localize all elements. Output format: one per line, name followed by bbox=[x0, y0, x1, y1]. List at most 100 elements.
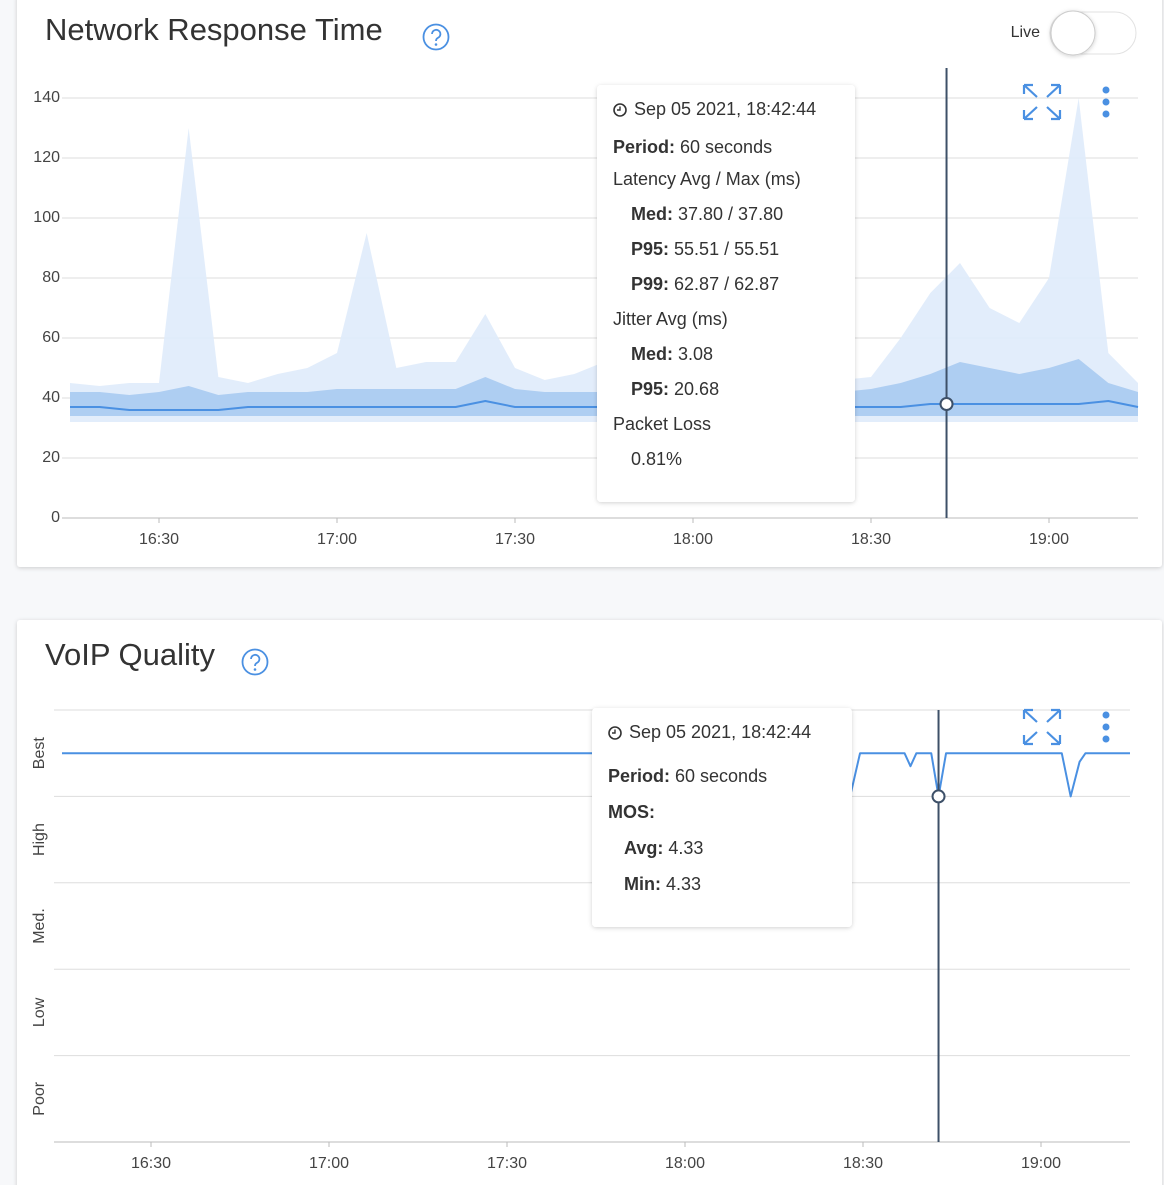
clock-hands bbox=[617, 106, 621, 111]
tooltip-item: 0.81% bbox=[631, 449, 682, 469]
menu-button[interactable] bbox=[1102, 86, 1110, 118]
band-area bbox=[70, 359, 1138, 416]
tooltip-box bbox=[597, 85, 855, 502]
clock-icon bbox=[613, 103, 627, 117]
x-tick-label: 17:30 bbox=[495, 531, 535, 548]
item-value: 37.80 / 37.80 bbox=[678, 204, 783, 224]
tooltip-group-title: Jitter Avg (ms) bbox=[613, 309, 728, 329]
expand-arrow bbox=[1046, 731, 1062, 746]
y-category-label: Best bbox=[31, 737, 48, 770]
item-value: 0.81% bbox=[631, 449, 682, 469]
expand-button[interactable] bbox=[1022, 83, 1062, 121]
tooltip-box bbox=[592, 708, 852, 927]
period-label: Period: bbox=[608, 766, 670, 786]
item-label: Med: bbox=[631, 344, 673, 364]
expand-arrow bbox=[1022, 83, 1038, 98]
tooltip-period: Period: 60 seconds bbox=[613, 137, 772, 157]
menu-dot bbox=[1102, 735, 1110, 743]
x-tick-label: 18:30 bbox=[851, 531, 891, 548]
period-label: Period: bbox=[613, 137, 675, 157]
expand-arrow bbox=[1022, 708, 1038, 723]
tooltip-time: Sep 05 2021, 18:42:44 bbox=[629, 722, 811, 742]
y-tick-label: 60 bbox=[42, 329, 60, 346]
item-label: Avg: bbox=[624, 838, 663, 858]
help-dot bbox=[253, 668, 257, 671]
help-glyph bbox=[250, 653, 261, 667]
period-value: 60 seconds bbox=[680, 137, 772, 157]
y-category-label: Med. bbox=[31, 908, 48, 944]
item-label: P95: bbox=[631, 239, 669, 259]
tooltip-time: Sep 05 2021, 18:42:44 bbox=[634, 99, 816, 119]
item-value: 3.08 bbox=[678, 344, 713, 364]
item-label: P99: bbox=[631, 274, 669, 294]
item-value: 20.68 bbox=[674, 379, 719, 399]
item-label: Med: bbox=[631, 204, 673, 224]
menu-dot bbox=[1102, 711, 1110, 719]
item-value: 62.87 / 62.87 bbox=[674, 274, 779, 294]
y-tick-label: 140 bbox=[33, 89, 60, 106]
tooltip-item: P95: 20.68 bbox=[631, 379, 719, 399]
y-category-label: High bbox=[31, 823, 48, 856]
tooltip-group-title: Latency Avg / Max (ms) bbox=[613, 169, 801, 189]
expand-button[interactable] bbox=[1022, 708, 1062, 746]
menu-dot bbox=[1102, 86, 1110, 94]
tooltip-item: Min: 4.33 bbox=[624, 874, 701, 894]
x-tick-label: 17:00 bbox=[317, 531, 357, 548]
help-icon[interactable] bbox=[241, 648, 269, 676]
menu-button[interactable] bbox=[1102, 711, 1110, 743]
item-label: Min: bbox=[624, 874, 661, 894]
live-label: Live bbox=[1011, 24, 1040, 41]
x-tick-label: 17:00 bbox=[309, 1155, 349, 1172]
help-circle bbox=[241, 648, 269, 676]
tooltip-period: Period: 60 seconds bbox=[608, 766, 767, 786]
x-tick-label: 16:30 bbox=[131, 1155, 171, 1172]
item-value: 4.33 bbox=[668, 838, 703, 858]
y-tick-label: 20 bbox=[42, 449, 60, 466]
x-tick-label: 19:00 bbox=[1021, 1155, 1061, 1172]
x-tick-label: 18:00 bbox=[673, 531, 713, 548]
x-tick-label: 18:00 bbox=[665, 1155, 705, 1172]
help-dot bbox=[434, 43, 438, 46]
expand-arrow bbox=[1046, 106, 1062, 121]
expand-arrow bbox=[1046, 708, 1062, 723]
period-value: 60 seconds bbox=[675, 766, 767, 786]
tooltip: Sep 05 2021, 18:42:44 Period: 60 seconds MO… bbox=[592, 708, 852, 927]
help-icon[interactable] bbox=[422, 23, 450, 51]
y-tick-label: 40 bbox=[42, 389, 60, 406]
expand-arrow bbox=[1046, 83, 1062, 98]
clock-hands bbox=[612, 729, 616, 734]
y-category-label: Poor bbox=[31, 1081, 48, 1115]
live-toggle[interactable] bbox=[1049, 10, 1137, 56]
y-category-label: Low bbox=[31, 997, 48, 1027]
tooltip-item: P95: 55.51 / 55.51 bbox=[631, 239, 779, 259]
item-label: P95: bbox=[631, 379, 669, 399]
help-circle bbox=[422, 23, 450, 51]
help-glyph bbox=[431, 28, 442, 42]
charts: Network Response Time Live 0 20 40 60 80 100 120… bbox=[31, 10, 1139, 1172]
item-value: 55.51 / 55.51 bbox=[674, 239, 779, 259]
tooltip-item: Med: 3.08 bbox=[631, 344, 713, 364]
expand-arrow bbox=[1022, 106, 1038, 121]
tooltip-item: P99: 62.87 / 62.87 bbox=[631, 274, 779, 294]
menu-dot bbox=[1102, 98, 1110, 106]
y-tick-label: 120 bbox=[33, 149, 60, 166]
y-tick-label: 100 bbox=[33, 209, 60, 226]
x-tick-label: 18:30 bbox=[843, 1155, 883, 1172]
tooltip-group-title: Packet Loss bbox=[613, 414, 711, 434]
series-line bbox=[62, 752, 1130, 798]
tooltip-item: Avg: 4.33 bbox=[624, 838, 703, 858]
tooltip: Sep 05 2021, 18:42:44 Period: 60 seconds La… bbox=[597, 85, 855, 502]
y-tick-label: 80 bbox=[42, 269, 60, 286]
menu-dot bbox=[1102, 110, 1110, 118]
card bbox=[17, 0, 1162, 567]
toggle-knob bbox=[1050, 10, 1096, 56]
cursor-point bbox=[931, 789, 946, 804]
clock-icon bbox=[608, 726, 622, 740]
tooltip-group-title: MOS: bbox=[608, 802, 655, 822]
chart-title: Network Response Time bbox=[45, 12, 383, 47]
card bbox=[17, 620, 1162, 1185]
x-tick-label: 16:30 bbox=[139, 531, 179, 548]
item-value: 4.33 bbox=[666, 874, 701, 894]
y-tick-label: 0 bbox=[51, 509, 60, 526]
